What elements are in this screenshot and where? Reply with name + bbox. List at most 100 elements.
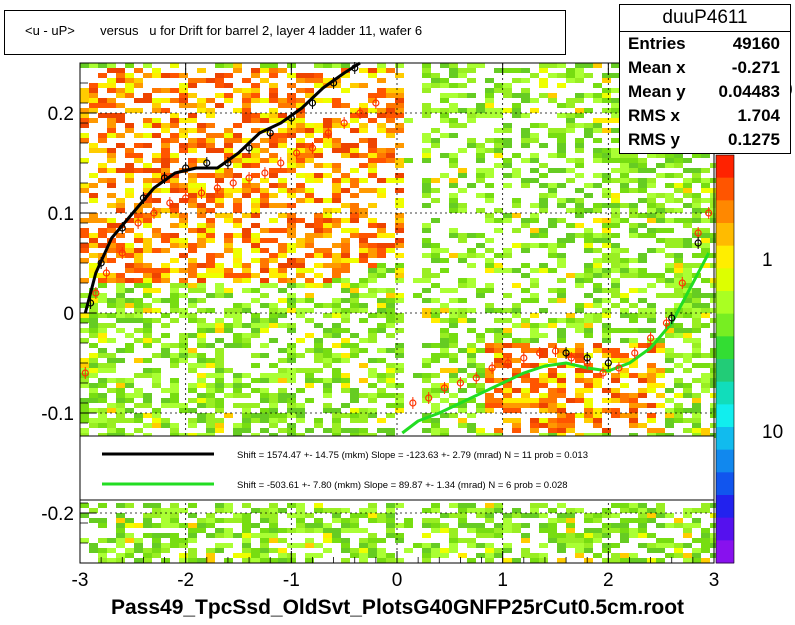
heatmap-cell xyxy=(368,138,377,143)
heatmap-cell xyxy=(125,533,134,538)
heatmap-cell xyxy=(530,203,539,208)
heatmap-cell xyxy=(377,253,386,258)
heatmap-cell xyxy=(233,223,242,228)
heatmap-cell xyxy=(161,548,170,553)
heatmap-cell xyxy=(107,228,116,233)
heatmap-cell xyxy=(134,543,143,548)
heatmap-cell xyxy=(647,218,656,223)
heatmap-cell xyxy=(620,163,629,168)
heatmap-cell xyxy=(233,378,242,383)
heatmap-cell xyxy=(89,108,98,113)
heatmap-cell xyxy=(368,188,377,193)
heatmap-cell xyxy=(260,428,269,433)
heatmap-cell xyxy=(233,68,242,73)
heatmap-cell xyxy=(332,138,341,143)
heatmap-cell xyxy=(278,508,287,513)
heatmap-cell xyxy=(260,398,269,403)
heatmap-cell xyxy=(368,168,377,173)
point-red xyxy=(182,194,190,202)
heatmap-cell xyxy=(368,158,377,163)
heatmap-cell xyxy=(260,373,269,378)
heatmap-cell xyxy=(251,273,260,278)
heatmap-cell xyxy=(350,293,359,298)
heatmap-cell xyxy=(584,193,593,198)
heatmap-cell xyxy=(170,318,179,323)
heatmap-cell xyxy=(125,378,134,383)
heatmap-cell xyxy=(494,363,503,368)
heatmap-cell xyxy=(611,198,620,203)
heatmap-cell xyxy=(206,193,215,198)
heatmap-cell xyxy=(692,403,701,408)
heatmap-cell xyxy=(152,268,161,273)
heatmap-cell xyxy=(440,513,449,518)
heatmap-cell xyxy=(89,118,98,123)
heatmap-cell xyxy=(332,268,341,273)
heatmap-cell xyxy=(278,98,287,103)
heatmap-cell xyxy=(89,218,98,223)
heatmap-cell xyxy=(602,353,611,358)
heatmap-cell xyxy=(287,423,296,428)
heatmap-cell xyxy=(242,263,251,268)
heatmap-cell xyxy=(683,408,692,413)
heatmap-cell xyxy=(188,288,197,293)
heatmap-cell xyxy=(350,353,359,358)
heatmap-cell xyxy=(548,403,557,408)
heatmap-cell xyxy=(386,88,395,93)
heatmap-cell xyxy=(89,363,98,368)
heatmap-cell xyxy=(188,303,197,308)
color-palette xyxy=(715,154,735,564)
heatmap-cell xyxy=(458,258,467,263)
heatmap-cell xyxy=(323,538,332,543)
heatmap-cell xyxy=(242,528,251,533)
heatmap-cell xyxy=(278,103,287,108)
heatmap-cell xyxy=(494,548,503,553)
heatmap-cell xyxy=(188,113,197,118)
heatmap-cell xyxy=(80,158,89,163)
heatmap-cell xyxy=(494,253,503,258)
heatmap-cell xyxy=(341,148,350,153)
heatmap-cell xyxy=(296,518,305,523)
heatmap-cell xyxy=(170,518,179,523)
heatmap-cell xyxy=(377,288,386,293)
heatmap-cell xyxy=(323,213,332,218)
heatmap-cell xyxy=(539,208,548,213)
heatmap-cell xyxy=(575,198,584,203)
heatmap-cell xyxy=(647,328,656,333)
heatmap-cell xyxy=(314,253,323,258)
heatmap-cell xyxy=(602,243,611,248)
heatmap-cell xyxy=(575,158,584,163)
heatmap-cell xyxy=(143,63,152,68)
heatmap-cell xyxy=(692,413,701,418)
heatmap-cell xyxy=(440,63,449,68)
heatmap-cell xyxy=(341,538,350,543)
heatmap-cell xyxy=(188,538,197,543)
heatmap-cell xyxy=(539,198,548,203)
heatmap-cell xyxy=(215,148,224,153)
heatmap-cell xyxy=(314,418,323,423)
heatmap-cell xyxy=(224,308,233,313)
heatmap-cell xyxy=(530,508,539,513)
heatmap-cell xyxy=(593,98,602,103)
heatmap-cell xyxy=(386,308,395,313)
heatmap-cell xyxy=(521,158,530,163)
heatmap-cell xyxy=(278,538,287,543)
heatmap-cell xyxy=(557,168,566,173)
heatmap-cell xyxy=(557,428,566,433)
heatmap-cell xyxy=(575,78,584,83)
heatmap-cell xyxy=(116,118,125,123)
heatmap-cell xyxy=(242,138,251,143)
heatmap-cell xyxy=(206,293,215,298)
heatmap-cell xyxy=(647,373,656,378)
heatmap-cell xyxy=(305,543,314,548)
heatmap-cell xyxy=(602,228,611,233)
heatmap-cell xyxy=(179,148,188,153)
heatmap-cell xyxy=(152,68,161,73)
heatmap-cell xyxy=(593,553,602,558)
heatmap-cell xyxy=(116,393,125,398)
heatmap-cell xyxy=(206,388,215,393)
heatmap-cell xyxy=(575,553,584,558)
heatmap-cell xyxy=(170,388,179,393)
heatmap-cell xyxy=(683,523,692,528)
heatmap-cell xyxy=(224,268,233,273)
heatmap-cell xyxy=(485,398,494,403)
